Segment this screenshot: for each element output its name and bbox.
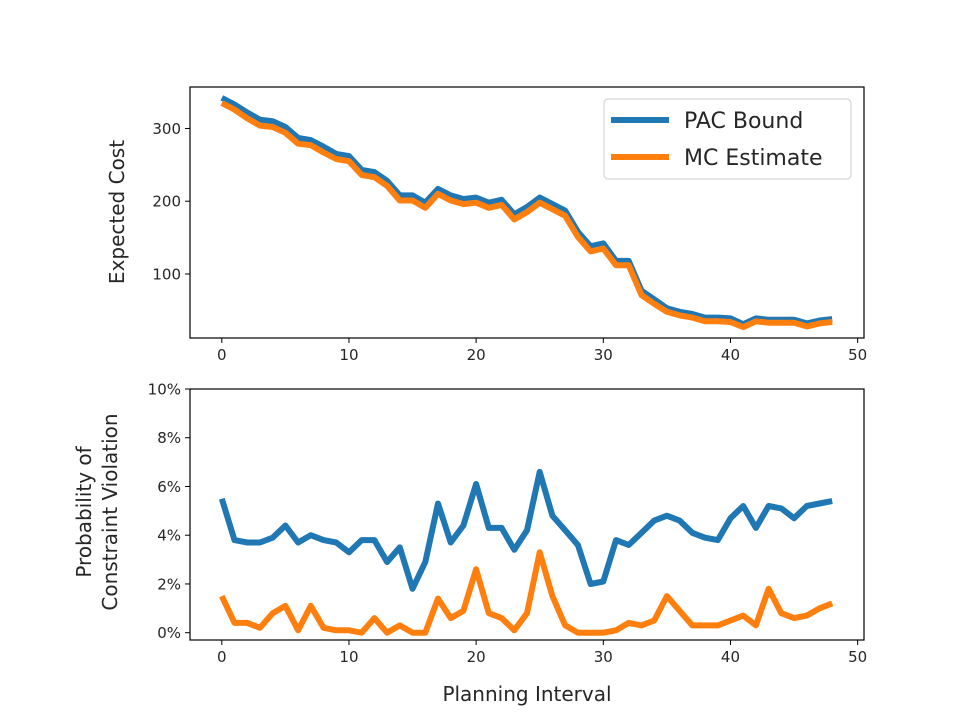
expected-cost-y-tick-label: 100	[152, 265, 181, 283]
violation-probability-y-tick-label: 4%	[157, 527, 181, 545]
violation-probability-line-mc-estimate	[219, 549, 834, 636]
expected-cost-x-tick-label: 10	[339, 346, 358, 364]
expected-cost-x-tick-label: 30	[594, 346, 613, 364]
legend-label-mc-estimate: MC Estimate	[684, 146, 823, 171]
violation-probability-line-pac-bound	[218, 468, 833, 592]
violation-probability-chart: 0 10 20 30 40 50 0% 2% 4% 6% 8% 10% Probability of…	[72, 381, 867, 707]
x-axis-label: Planning Interval	[442, 682, 611, 706]
expected-cost-chart: 0 10 20 30 40 50 100 200 300 Expected Cost PAC …	[105, 86, 867, 364]
expected-cost-x-tick-label: 50	[848, 346, 867, 364]
violation-probability-y-tick-label: 10%	[148, 381, 181, 399]
violation-probability-plot-frame	[189, 388, 865, 641]
expected-cost-y-tick-label: 300	[152, 120, 181, 138]
violation-probability-x-tick-label: 20	[467, 648, 486, 666]
expected-cost-x-tick-label: 0	[217, 346, 227, 364]
expected-cost-line-mc-estimate	[220, 100, 833, 331]
violation-probability-y-axis-label-line-2: Constraint Violation	[98, 413, 122, 610]
expected-cost-x-tick-label: 40	[721, 346, 740, 364]
expected-cost-x-ticks: 0 10 20 30 40 50	[217, 338, 867, 364]
violation-probability-series-group	[218, 468, 834, 636]
violation-probability-y-tick-label: 8%	[157, 429, 181, 447]
violation-probability-y-tick-label: 0%	[157, 624, 181, 642]
violation-probability-x-tick-label: 50	[848, 648, 867, 666]
violation-probability-x-tick-label: 0	[217, 648, 227, 666]
violation-probability-y-axis-label-line-1: Probability of	[72, 445, 96, 577]
legend: PAC Bound MC Estimate	[603, 98, 852, 180]
violation-probability-y-tick-label: 6%	[157, 478, 181, 496]
violation-probability-x-tick-label: 10	[339, 648, 358, 666]
expected-cost-y-ticks: 100 200 300	[152, 120, 190, 283]
violation-probability-x-ticks: 0 10 20 30 40 50	[217, 640, 867, 666]
violation-probability-x-tick-label: 40	[721, 648, 740, 666]
expected-cost-series-group	[220, 95, 833, 331]
expected-cost-line-pac-bound	[220, 95, 833, 328]
violation-probability-y-ticks: 0% 2% 4% 6% 8% 10%	[148, 381, 190, 642]
legend-label-pac-bound: PAC Bound	[684, 109, 803, 134]
expected-cost-y-axis-label: Expected Cost	[105, 140, 129, 284]
expected-cost-y-tick-label: 200	[152, 193, 181, 211]
expected-cost-plot-frame	[189, 86, 865, 339]
violation-probability-y-tick-label: 2%	[157, 575, 181, 593]
violation-probability-x-tick-label: 30	[594, 648, 613, 666]
expected-cost-x-tick-label: 20	[467, 346, 486, 364]
